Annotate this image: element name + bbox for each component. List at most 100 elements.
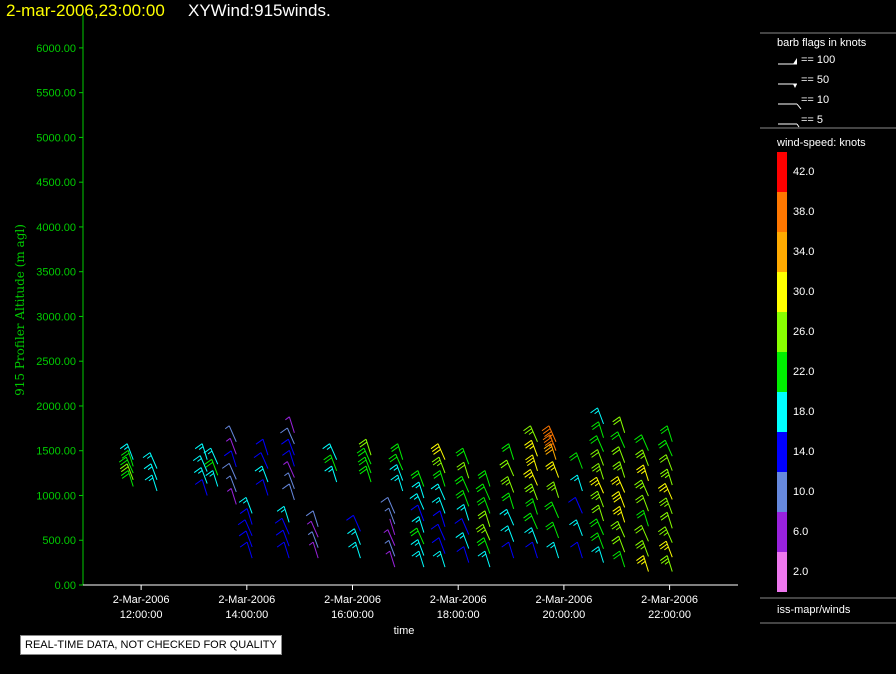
wind-barb [347,528,361,545]
y-tick-label: 2500.00 [36,356,76,368]
y-tick-label: 1000.00 [36,490,76,502]
barb-legend-item: == 5 [778,114,823,128]
wind-barb [612,461,626,478]
wind-barb [455,447,470,465]
wind-barb [589,518,604,536]
wind-barb [308,541,319,559]
wind-barb [357,456,372,474]
wind-barb [239,508,253,525]
speed-color-swatch [777,192,787,232]
wind-barb [204,458,219,476]
wind-barb [284,472,295,489]
wind-barb [431,456,446,474]
x-tick-time: 12:00:00 [120,609,163,621]
speed-legend-title: wind-speed: knots [776,137,866,149]
wind-barb [205,470,219,487]
wind-barb [120,449,134,467]
wind-barb [542,434,557,451]
y-tick-label: 4500.00 [36,177,76,189]
wind-barb [281,438,295,456]
barb-legend-label: == 5 [801,114,823,126]
wind-barb [142,452,158,469]
wind-barb [545,521,560,539]
wind-barb [120,470,134,487]
wind-barb [409,527,425,545]
wind-barb [430,443,446,460]
wind-barb [275,529,290,547]
wind-barb [477,470,491,487]
wind-barb [118,456,134,474]
wind-barb [544,501,560,519]
wind-barb [239,541,253,559]
speed-scale-label: 30.0 [793,286,814,298]
wind-barb [636,509,649,527]
wind-barb [306,520,319,538]
wind-barb [307,531,319,548]
y-tick-label: 500.00 [42,535,76,547]
x-tick-date: 2-Mar-2006 [430,594,487,606]
wind-barb [224,425,237,442]
speed-color-swatch [777,312,787,352]
x-tick-date: 2-Mar-2006 [324,594,381,606]
wind-barb [430,483,446,501]
wind-barb [358,465,372,483]
y-tick-label: 3500.00 [36,267,76,279]
barb-legend-item: == 10 [778,94,829,110]
wind-barb [590,449,604,466]
wind-barb [430,523,446,541]
legend: barb flags in knots == 100 == 50 == 10 == 5 w… [760,32,896,624]
wind-barb [589,435,604,452]
barb-legend-label: == 50 [801,74,829,86]
wind-barb [636,555,649,572]
speed-scale-label: 34.0 [793,246,814,258]
wind-barb [591,546,605,563]
wind-barb [635,494,649,512]
wind-barb [194,443,208,460]
y-tick-label: 6000.00 [36,43,76,55]
wind-barb [431,496,446,514]
y-tick-label: 5500.00 [36,88,76,100]
wind-barb [255,479,269,496]
plot-area [118,407,673,572]
wind-barb [410,504,425,522]
wind-barb [456,461,470,479]
wind-barb [226,488,237,505]
wind-barb [476,537,491,554]
wind-barb [282,449,295,467]
wind-barb [411,550,425,568]
wind-barb [119,463,134,480]
wind-barb [499,459,515,477]
wind-barb [223,450,237,467]
wind-barb [524,527,538,544]
wind-barb [475,523,491,541]
wind-barb [390,474,404,492]
x-tick-time: 16:00:00 [331,609,374,621]
wind-barb [634,524,649,542]
wind-barb [238,496,253,514]
wind-barb [280,427,295,445]
speed-color-swatch [777,472,787,512]
wind-barb [569,519,583,536]
speed-color-swatch [777,352,787,392]
wind-barb [589,476,604,494]
wind-barb [612,505,626,523]
wind-barb [384,539,396,557]
wind-barb [385,550,396,568]
wind-barb [409,493,425,510]
speed-color-swatch [777,512,787,552]
wind-barb [192,455,208,472]
speed-scale-label: 38.0 [793,206,814,218]
wind-barb [658,540,673,558]
wind-barb [499,508,515,526]
wind-barb [346,514,361,532]
speed-scale-label: 14.0 [793,446,814,458]
speed-color-swatch [777,432,787,472]
speed-scale-label: 22.0 [793,366,814,378]
wind-barb [475,483,491,501]
wind-barb [274,517,290,535]
wind-barb [658,454,673,471]
wind-barb [431,537,446,554]
wind-barb [384,507,396,525]
wind-barb [380,496,396,514]
x-tick-date: 2-Mar-2006 [113,594,170,606]
